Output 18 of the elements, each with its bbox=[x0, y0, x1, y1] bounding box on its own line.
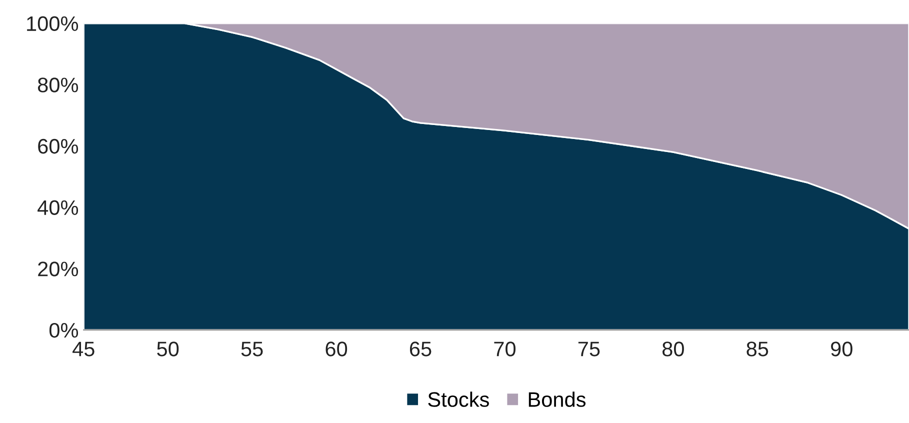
y-tick-label: 20% bbox=[38, 262, 78, 276]
x-tick-label: 45 bbox=[72, 342, 94, 356]
y-tick-label: 80% bbox=[38, 78, 78, 92]
x-tick-label: 75 bbox=[578, 342, 600, 356]
x-tick-label: 50 bbox=[157, 342, 179, 356]
y-tick-label: 40% bbox=[38, 200, 78, 216]
x-tick-label: 85 bbox=[746, 342, 768, 356]
x-tick-label: 70 bbox=[494, 342, 516, 356]
x-tick-label: 60 bbox=[326, 342, 348, 356]
x-tick-label: 65 bbox=[410, 342, 432, 356]
x-tick-label: 55 bbox=[241, 342, 263, 356]
legend-label: Bonds bbox=[528, 392, 586, 407]
y-tick-label: 0% bbox=[49, 322, 78, 338]
x-tick-label: 80 bbox=[662, 342, 684, 356]
legend-label: Stocks bbox=[428, 392, 489, 407]
x-tick-label: 90 bbox=[831, 342, 852, 356]
y-tick-label: 60% bbox=[38, 138, 78, 154]
y-tick-label: 100% bbox=[27, 16, 78, 32]
